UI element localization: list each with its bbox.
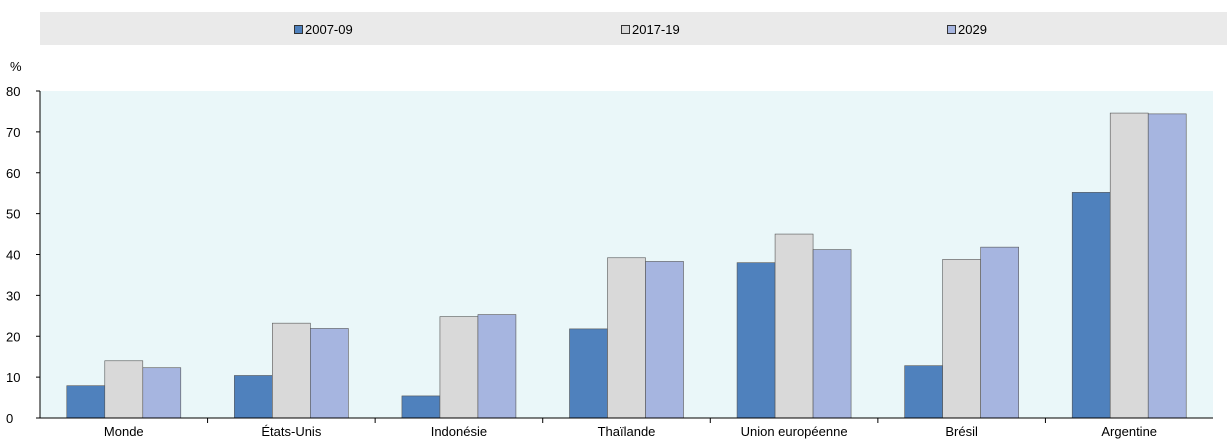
- x-tick-label: Argentine: [1101, 424, 1157, 439]
- bar: [104, 360, 144, 419]
- bar: [812, 249, 852, 419]
- bar: [1109, 112, 1149, 419]
- bar: [569, 328, 608, 419]
- x-tick-label: Brésil: [945, 424, 978, 439]
- x-tick-label: Thaïlande: [598, 424, 656, 439]
- bar: [736, 262, 776, 419]
- bar: [234, 375, 273, 419]
- y-axis-unit-label: %: [10, 59, 22, 74]
- y-tick-label: 30: [6, 288, 20, 303]
- legend-swatch-2029: [947, 24, 956, 34]
- bar: [645, 261, 684, 419]
- legend: 2007-09 2017-19 2029: [40, 12, 1227, 45]
- bar: [439, 316, 479, 419]
- legend-swatch-2007-09: [294, 24, 303, 34]
- x-tick-label: Union européenne: [741, 424, 848, 439]
- legend-item-2029: 2029: [947, 21, 987, 37]
- y-tick-label: 20: [6, 329, 20, 344]
- y-tick-label: 10: [6, 370, 20, 385]
- bar: [142, 367, 182, 419]
- bar: [942, 259, 981, 419]
- bar: [607, 257, 646, 419]
- bar: [1147, 113, 1187, 419]
- y-tick-label: 70: [6, 125, 20, 140]
- bar: [477, 314, 517, 419]
- legend-item-2007-09: 2007-09: [294, 21, 353, 37]
- bar: [980, 246, 1019, 419]
- bar: [1071, 192, 1111, 419]
- bar: [774, 233, 814, 419]
- legend-label-2017-19: 2017-19: [632, 21, 680, 37]
- x-tick-label: Monde: [104, 424, 144, 439]
- legend-item-2017-19: 2017-19: [621, 21, 680, 37]
- y-tick-label: 40: [6, 248, 20, 263]
- legend-label-2029: 2029: [958, 21, 987, 37]
- bar: [401, 395, 441, 419]
- y-tick-label: 80: [6, 84, 20, 99]
- y-tick-label: 60: [6, 166, 20, 181]
- bar: [272, 322, 311, 419]
- y-tick-label: 0: [6, 411, 13, 426]
- bar: [310, 328, 349, 419]
- y-tick-label: 50: [6, 207, 20, 222]
- bar: [904, 365, 943, 419]
- bar: [66, 385, 106, 419]
- legend-swatch-2017-19: [621, 24, 630, 34]
- x-tick-label: États-Unis: [261, 424, 321, 439]
- legend-label-2007-09: 2007-09: [305, 21, 353, 37]
- x-tick-label: Indonésie: [431, 424, 487, 439]
